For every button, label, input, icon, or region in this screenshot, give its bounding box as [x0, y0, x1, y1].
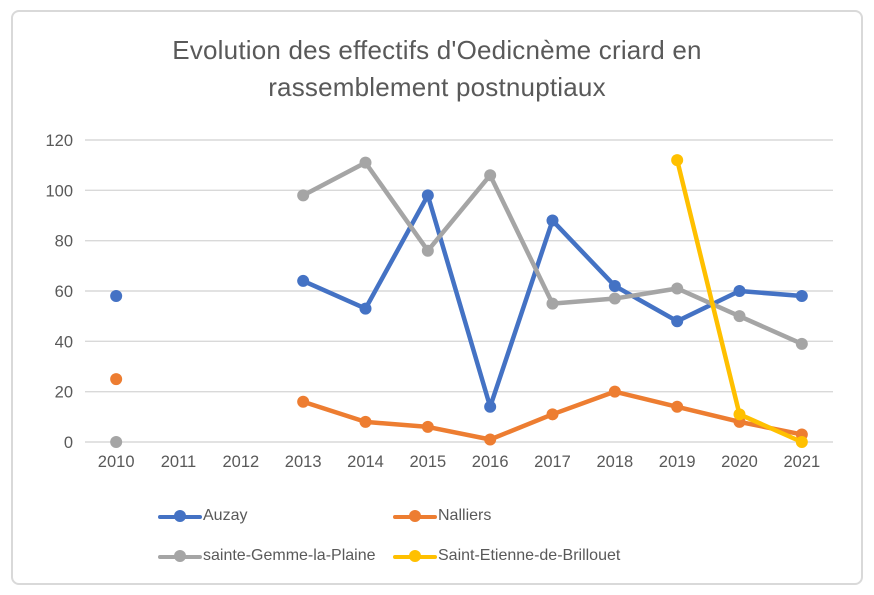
data-point [297, 274, 310, 287]
x-axis-label: 2012 [222, 453, 259, 471]
legend-marker-sainte-gemme-la-plaine [158, 550, 202, 563]
legend-label-auzay: Auzay [203, 507, 248, 524]
legend-item-auzay: Auzay [158, 506, 247, 526]
x-axis-label: 2014 [347, 453, 384, 471]
y-tick-label: 0 [64, 434, 73, 452]
data-point [110, 436, 123, 448]
x-axis-label: 2021 [783, 453, 820, 471]
data-point [671, 400, 684, 413]
legend-marker-saint-etienne-de-brillouet [393, 550, 437, 563]
legend-label-sainte-gemme-la-plaine: sainte-Gemme-la-Plaine [203, 547, 376, 564]
chart-title-line2: rassemblement postnuptiaux [268, 72, 606, 102]
data-point [110, 373, 123, 386]
data-point [671, 315, 684, 328]
legend-marker-auzay [158, 510, 202, 523]
data-point [484, 433, 497, 446]
data-point [608, 292, 621, 305]
data-point [795, 290, 808, 303]
x-axis-label: 2020 [721, 453, 758, 471]
x-axis-label: 2011 [161, 453, 196, 471]
legend-label-nalliers: Nalliers [438, 507, 492, 524]
y-tick-label: 120 [45, 132, 73, 150]
data-point [671, 282, 684, 295]
legend-marker-nalliers [393, 510, 437, 523]
data-point [733, 408, 746, 421]
data-point [359, 415, 372, 428]
x-axis-label: 2013 [285, 453, 322, 471]
series-line [674, 157, 805, 445]
data-point [421, 420, 434, 433]
data-point [733, 285, 746, 297]
legend-item-nalliers: Nalliers [393, 506, 491, 526]
data-point [297, 395, 310, 408]
data-point [359, 302, 372, 315]
y-tick-label: 20 [55, 384, 73, 402]
data-point [608, 385, 621, 398]
chart-title: Evolution des effectifs d'Oedicnème cria… [0, 32, 874, 106]
data-point [484, 169, 497, 182]
data-point [546, 297, 559, 310]
data-point [546, 408, 559, 421]
data-point [795, 337, 808, 350]
data-point [795, 436, 808, 448]
data-point [671, 154, 684, 167]
data-point [484, 400, 497, 413]
x-axis-label: 2016 [472, 453, 509, 471]
x-axis-label: 2015 [409, 453, 446, 471]
y-tick-label: 80 [55, 233, 73, 251]
x-axis-label: 2019 [659, 453, 696, 471]
legend-item-saint-etienne-de-brillouet: Saint-Etienne-de-Brillouet [393, 546, 620, 566]
data-point [608, 279, 621, 292]
data-point [297, 189, 310, 202]
data-point [733, 310, 746, 323]
x-axis-label: 2017 [534, 453, 571, 471]
chart-title-line1: Evolution des effectifs d'Oedicnème cria… [172, 35, 702, 65]
x-axis-label: 2018 [596, 453, 633, 471]
legend-item-sainte-gemme-la-plaine: sainte-Gemme-la-Plaine [158, 546, 376, 566]
data-point [546, 214, 559, 227]
legend-label-saint-etienne-de-brillouet: Saint-Etienne-de-Brillouet [438, 547, 621, 564]
data-point [421, 189, 434, 202]
data-point [359, 156, 372, 169]
y-tick-label: 60 [55, 283, 73, 301]
data-point [421, 244, 434, 257]
y-tick-label: 100 [45, 182, 73, 200]
y-tick-label: 40 [55, 333, 73, 351]
data-point [110, 290, 123, 303]
x-axis-label: 2010 [98, 453, 135, 471]
